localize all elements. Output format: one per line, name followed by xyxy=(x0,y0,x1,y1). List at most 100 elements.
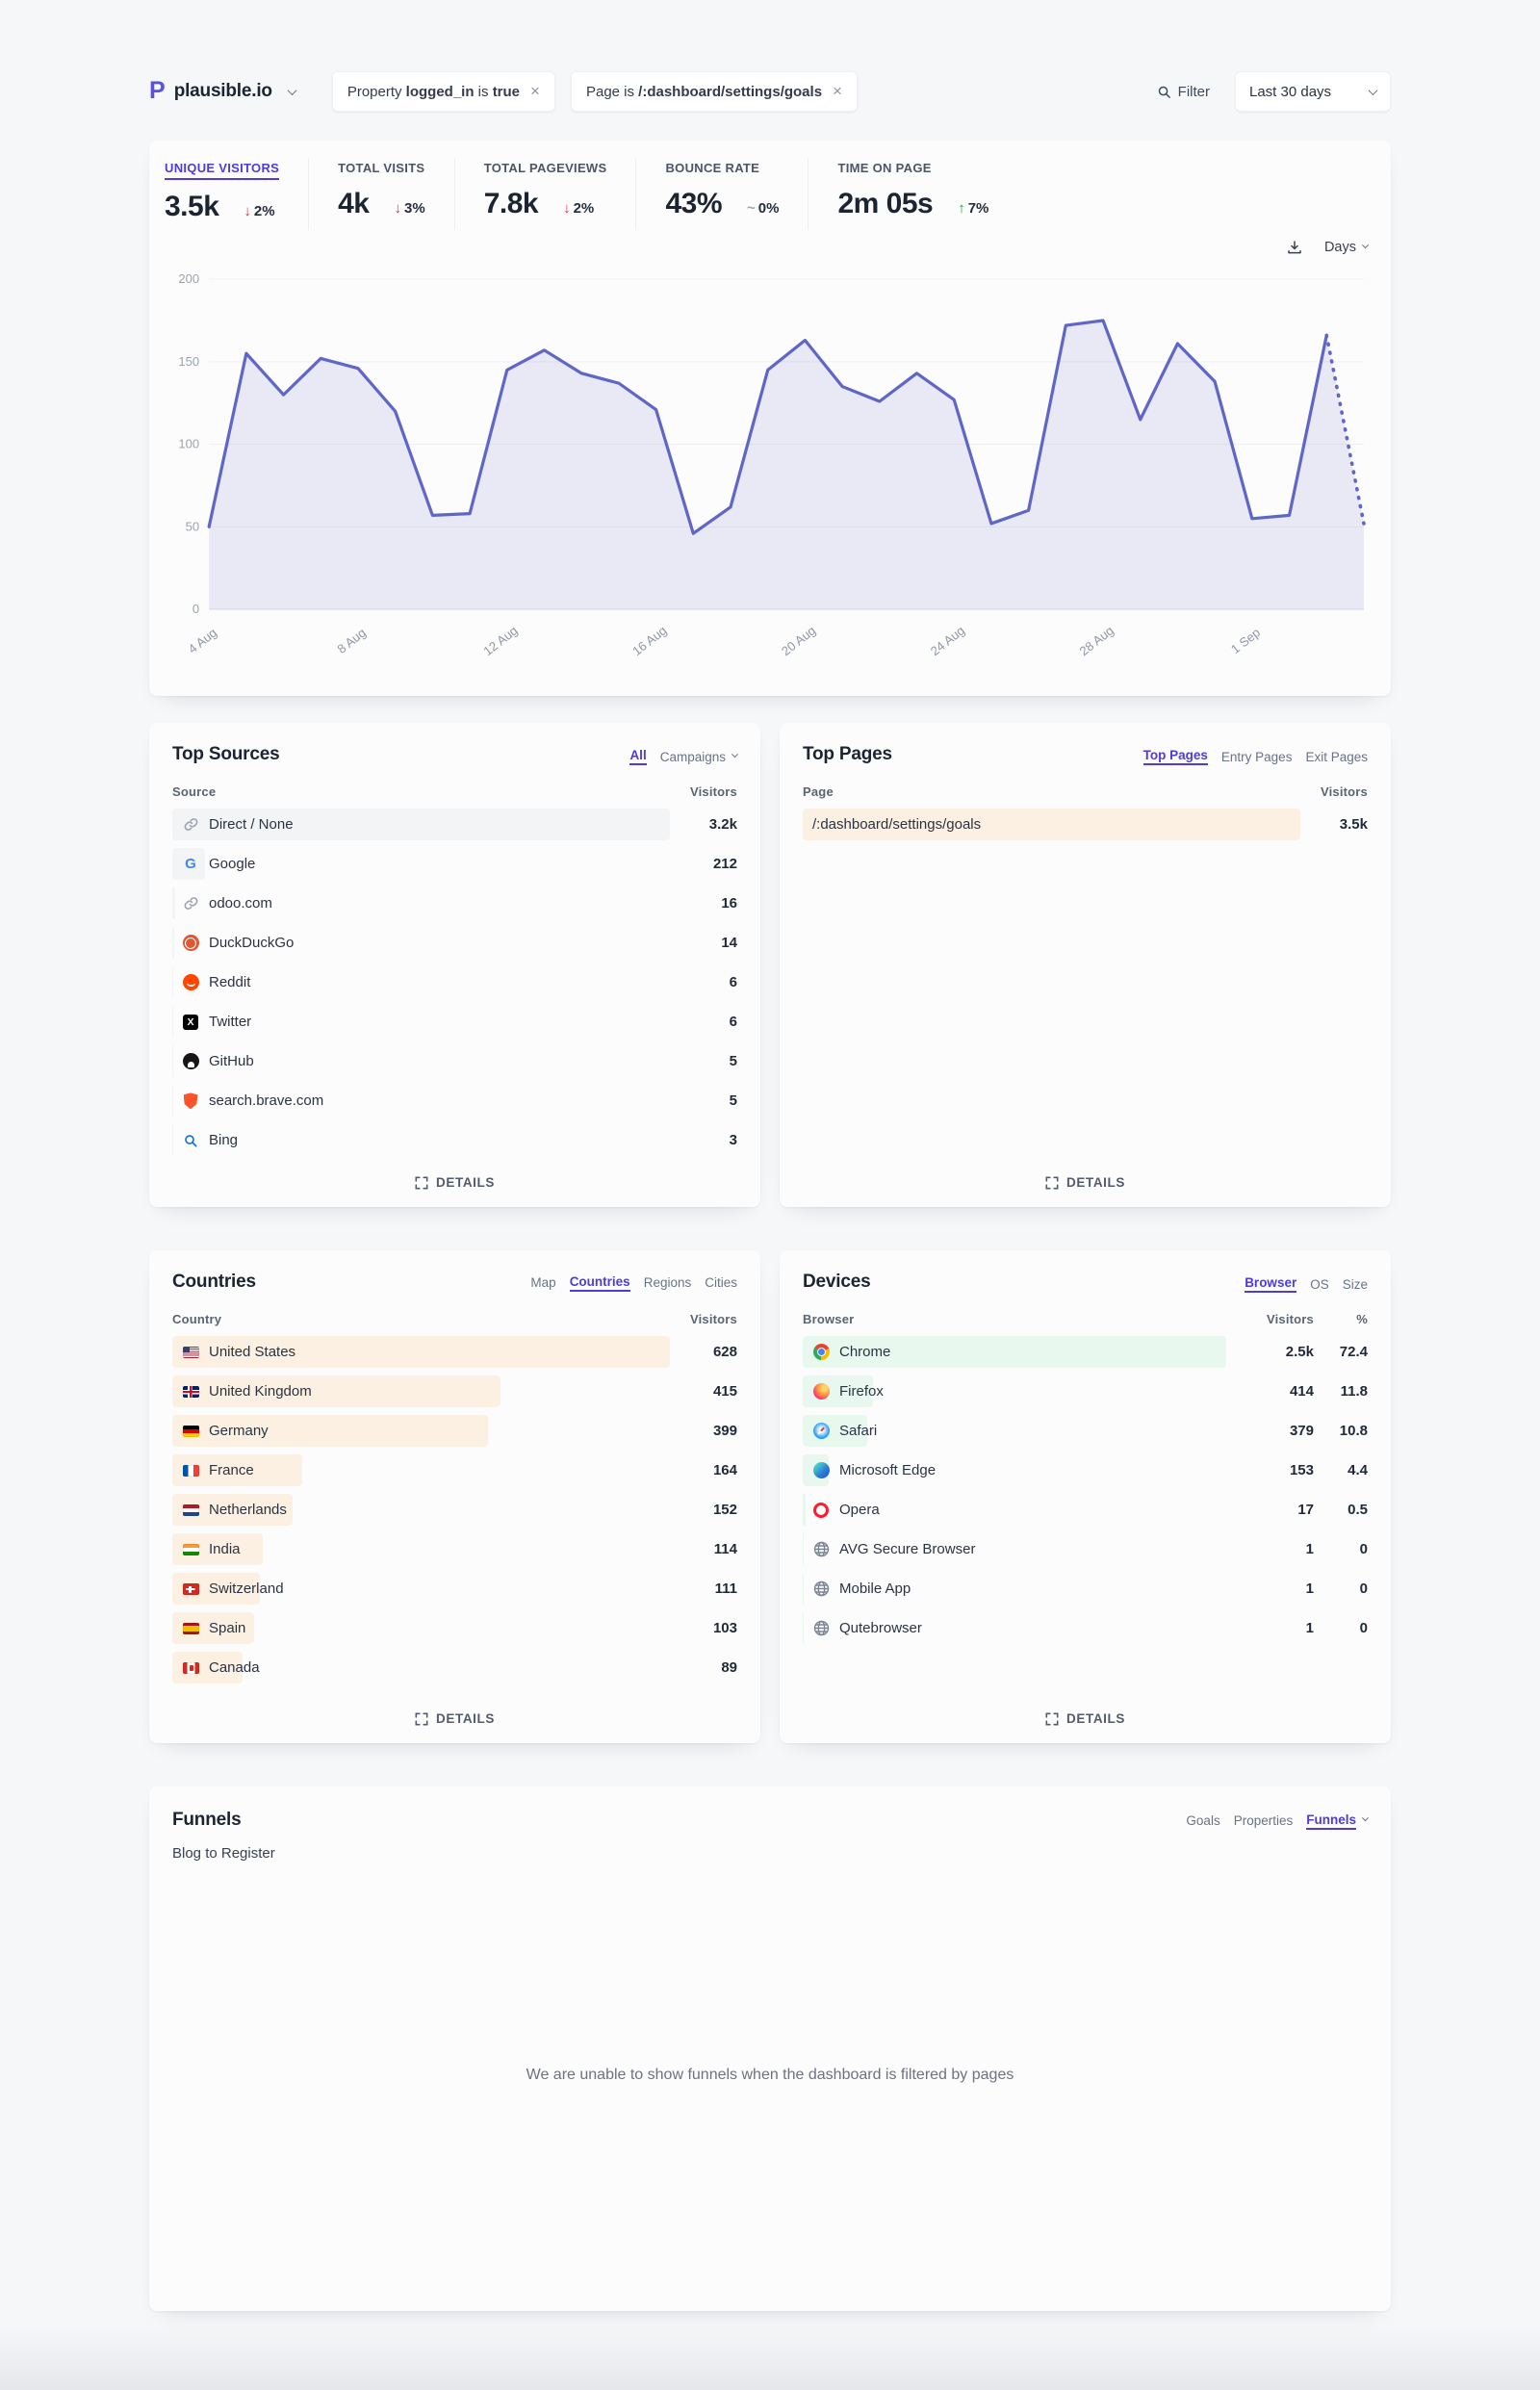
tab-label: All xyxy=(629,748,647,766)
filter-button[interactable]: Filter xyxy=(1157,84,1210,100)
details-label: DETAILS xyxy=(436,1711,495,1727)
site-switcher[interactable]: P plausible.io xyxy=(149,78,297,104)
tab-os[interactable]: OS xyxy=(1310,1277,1329,1292)
tab-countries[interactable]: Countries xyxy=(569,1274,630,1292)
table-row[interactable]: Switzerland 111 xyxy=(172,1573,737,1606)
filter-pill-text: is xyxy=(474,83,493,100)
tab-properties[interactable]: Properties xyxy=(1234,1813,1294,1828)
row-text: search.brave.com xyxy=(209,1092,324,1110)
details-button[interactable]: DETAILS xyxy=(415,1164,495,1190)
remove-filter-icon[interactable]: × xyxy=(530,82,540,100)
table-row[interactable]: United Kingdom 415 xyxy=(172,1375,737,1408)
tab-goals[interactable]: Goals xyxy=(1186,1813,1219,1828)
table-row[interactable]: /:dashboard/settings/goals 3.5k xyxy=(803,809,1368,841)
row-label: Netherlands xyxy=(172,1502,678,1519)
tab-campaigns[interactable]: Campaigns xyxy=(660,750,739,764)
row-visitors: 6 xyxy=(729,974,737,991)
table-row[interactable]: Safari 379 10.8 xyxy=(803,1415,1368,1448)
row-bar xyxy=(803,809,1300,841)
tab-all[interactable]: All xyxy=(629,748,647,766)
row-label: Microsoft Edge xyxy=(803,1462,1254,1479)
metric-value: 4k xyxy=(338,188,370,219)
table-row[interactable]: Chrome 2.5k 72.4 xyxy=(803,1336,1368,1369)
metric-bounce-rate[interactable]: BOUNCE RATE 43% ~0% xyxy=(635,158,808,230)
metric-unique-visitors[interactable]: UNIQUE VISITORS 3.5k ↓ 2% xyxy=(165,158,308,233)
table-row[interactable]: Opera 17 0.5 xyxy=(803,1494,1368,1527)
table-row[interactable]: GitHub 5 xyxy=(172,1045,737,1078)
column-headers: Source Visitors xyxy=(172,784,737,799)
tab-map[interactable]: Map xyxy=(530,1275,555,1290)
top-right-controls: Filter Last 30 days xyxy=(1157,71,1391,112)
expand-icon xyxy=(1045,1176,1059,1190)
interval-select[interactable]: Days xyxy=(1324,240,1370,255)
table-row[interactable]: Microsoft Edge 153 4.4 xyxy=(803,1454,1368,1487)
download-button[interactable] xyxy=(1286,239,1303,256)
details-button[interactable]: DETAILS xyxy=(415,1700,495,1726)
reddit-icon xyxy=(182,974,199,991)
tab-size[interactable]: Size xyxy=(1343,1277,1368,1292)
ch-flag-icon xyxy=(182,1580,199,1598)
details-button[interactable]: DETAILS xyxy=(1045,1164,1125,1190)
table-row[interactable]: Direct / None 3.2k xyxy=(172,809,737,841)
row-visitors: 14 xyxy=(721,935,737,952)
table-row[interactable]: United States 628 xyxy=(172,1336,737,1369)
filter-pill[interactable]: Page is /:dashboard/settings/goals × xyxy=(570,71,858,112)
table-row[interactable]: Germany 399 xyxy=(172,1415,737,1448)
table-row[interactable]: Firefox 414 11.8 xyxy=(803,1375,1368,1408)
row-bar xyxy=(172,1085,173,1118)
table-row[interactable]: Qutebrowser 1 0 xyxy=(803,1612,1368,1645)
metric-label: TOTAL VISITS xyxy=(338,161,425,175)
tab-cities[interactable]: Cities xyxy=(705,1275,737,1290)
row-text: Direct / None xyxy=(209,816,294,834)
row-visitors: 111 xyxy=(714,1580,737,1598)
tab-funnels[interactable]: Funnels xyxy=(1306,1812,1370,1830)
table-row[interactable]: France 164 xyxy=(172,1454,737,1487)
row-text: DuckDuckGo xyxy=(209,935,295,952)
row-label: Bing xyxy=(172,1132,678,1149)
table-row[interactable]: DuckDuckGo 14 xyxy=(172,927,737,960)
table-row[interactable]: search.brave.com 5 xyxy=(172,1085,737,1118)
tab-label: Regions xyxy=(643,1275,692,1291)
tab-entry-pages[interactable]: Entry Pages xyxy=(1221,750,1293,764)
row-visitors: 3.5k xyxy=(1339,816,1368,834)
details-label: DETAILS xyxy=(436,1175,495,1191)
tab-top-pages[interactable]: Top Pages xyxy=(1142,748,1208,766)
table-row[interactable]: Reddit 6 xyxy=(172,966,737,999)
tab-label: Exit Pages xyxy=(1305,749,1368,764)
svg-text:20 Aug: 20 Aug xyxy=(779,623,818,658)
table-row[interactable]: odoo.com 16 xyxy=(172,887,737,920)
chevron-down-icon xyxy=(731,751,739,758)
table-row[interactable]: India 114 xyxy=(172,1533,737,1566)
table-row[interactable]: Mobile App 1 0 xyxy=(803,1573,1368,1606)
tab-label: Countries xyxy=(569,1274,630,1292)
row-visitors: 6 xyxy=(729,1014,737,1031)
table-row[interactable]: G Google 212 xyxy=(172,848,737,881)
column-label: Browser xyxy=(803,1312,855,1327)
table-row[interactable]: Netherlands 152 xyxy=(172,1494,737,1527)
details-button[interactable]: DETAILS xyxy=(1045,1700,1125,1726)
table-row[interactable]: Spain 103 xyxy=(172,1612,737,1645)
chart-controls: Days xyxy=(165,235,1370,260)
table-row[interactable]: Canada 89 xyxy=(172,1652,737,1684)
tab-browser[interactable]: Browser xyxy=(1245,1275,1297,1294)
metric-time-on-page[interactable]: TIME ON PAGE 2m 05s ↑ 7% xyxy=(808,158,1017,230)
metric-change: ↓ 2% xyxy=(563,200,594,217)
date-range-select[interactable]: Last 30 days xyxy=(1235,71,1391,112)
brave-icon xyxy=(182,1092,199,1110)
row-text: Spain xyxy=(209,1620,246,1637)
table-row[interactable]: AVG Secure Browser 1 0 xyxy=(803,1533,1368,1566)
metric-total-pageviews[interactable]: TOTAL PAGEVIEWS 7.8k ↓ 2% xyxy=(453,158,636,230)
arrow-down-icon: ↓ xyxy=(563,200,571,217)
table-row[interactable]: X Twitter 6 xyxy=(172,1006,737,1039)
row-percent: 0 xyxy=(1359,1620,1368,1637)
filter-pill[interactable]: Property logged_in is true × xyxy=(331,71,555,112)
site-name: plausible.io xyxy=(173,81,272,101)
table-row[interactable]: Bing 3 xyxy=(172,1124,737,1157)
metric-total-visits[interactable]: TOTAL VISITS 4k ↓ 3% xyxy=(308,158,454,230)
tab-regions[interactable]: Regions xyxy=(644,1275,692,1290)
tab-exit-pages[interactable]: Exit Pages xyxy=(1305,750,1368,764)
bing-icon xyxy=(182,1132,199,1149)
visitors-chart[interactable]: 0 50 100 150 200 4 Aug 8 Aug 12 Aug 16 Aug 20 Aug… xyxy=(165,264,1375,686)
remove-filter-icon[interactable]: × xyxy=(833,82,842,100)
chevron-down-icon xyxy=(287,85,297,95)
